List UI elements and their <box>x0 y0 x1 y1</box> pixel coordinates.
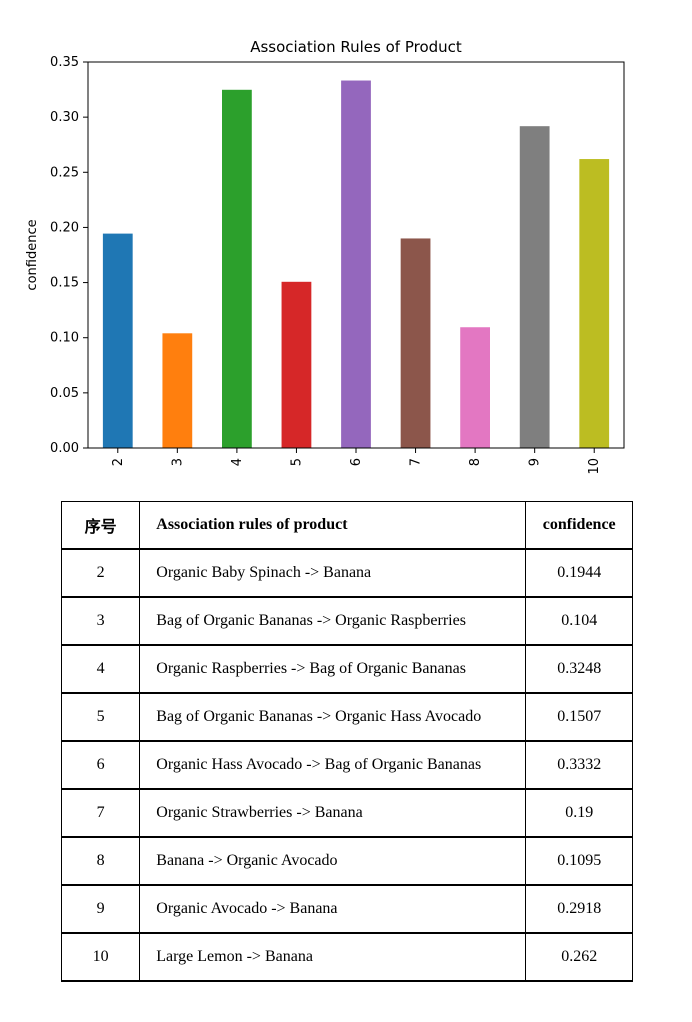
row-index: 10 <box>60 932 141 982</box>
x-tick-label: 7 <box>409 458 424 466</box>
y-tick-label: 0.25 <box>50 165 79 180</box>
x-tick-label: 4 <box>230 458 245 466</box>
table-body: 2 Organic Baby Spinach -> Banana 0.1944 3 Ba… <box>60 548 633 982</box>
y-tick-label: 0.30 <box>50 110 79 125</box>
row-rule: Organic Strawberries -> Banana <box>139 788 527 838</box>
table-row: 8 Banana -> Organic Avocado 0.1095 <box>60 836 633 886</box>
y-tick-label: 0.20 <box>50 220 79 235</box>
row-index: 5 <box>60 692 141 742</box>
x-tick-label: 9 <box>528 458 543 466</box>
row-confidence: 0.3248 <box>525 644 633 694</box>
bars <box>102 80 610 449</box>
row-confidence: 0.3332 <box>525 740 633 790</box>
bar-7 <box>400 238 431 448</box>
row-index: 7 <box>60 788 141 838</box>
table-row: 5 Bag of Organic Bananas -> Organic Hass … <box>60 692 633 742</box>
table-header-row: 序号 Association rules of product confiden… <box>60 501 633 550</box>
table-row: 3 Bag of Organic Bananas -> Organic Raspb… <box>60 596 633 646</box>
chart-title: Association Rules of Product <box>250 38 462 56</box>
table-row: 10 Large Lemon -> Banana 0.262 <box>60 932 633 982</box>
y-tick-label: 0.00 <box>50 441 79 456</box>
row-rule: Bag of Organic Bananas -> Organic Hass A… <box>139 692 527 742</box>
row-confidence: 0.2918 <box>525 884 633 934</box>
row-confidence: 0.104 <box>525 596 633 646</box>
x-tick-label: 2 <box>111 458 126 466</box>
table-row: 4 Organic Raspberries -> Bag of Organic B… <box>60 644 633 694</box>
x-tick-label: 10 <box>587 458 602 475</box>
x-tick-label: 8 <box>468 458 483 466</box>
header-confidence: confidence <box>525 501 633 550</box>
x-axis-ticks: 2 3 4 5 6 7 8 9 10 <box>111 448 602 475</box>
bar-5 <box>281 281 312 448</box>
row-index: 6 <box>60 740 141 790</box>
bar-2 <box>102 233 133 448</box>
bar-9 <box>519 126 550 449</box>
bar-chart: Association Rules of Product confidence … <box>25 38 625 475</box>
row-index: 9 <box>60 884 141 934</box>
row-confidence: 0.19 <box>525 788 633 838</box>
row-rule: Organic Baby Spinach -> Banana <box>139 548 527 598</box>
y-axis-ticks: 0.00 0.05 0.10 0.15 0.20 0.25 0.30 0.35 <box>50 55 88 456</box>
row-rule: Organic Raspberries -> Bag of Organic Ba… <box>139 644 527 694</box>
table-row: 7 Organic Strawberries -> Banana 0.19 <box>60 788 633 838</box>
header-rule: Association rules of product <box>139 501 527 550</box>
bar-10 <box>579 159 610 448</box>
header-index: 序号 <box>60 501 141 550</box>
row-confidence: 0.1507 <box>525 692 633 742</box>
y-axis-label: confidence <box>25 219 40 290</box>
x-tick-label: 3 <box>170 458 185 466</box>
bar-6 <box>341 80 371 448</box>
row-index: 4 <box>60 644 141 694</box>
row-rule: Large Lemon -> Banana <box>139 932 527 982</box>
table-row: 2 Organic Baby Spinach -> Banana 0.1944 <box>60 548 633 598</box>
row-rule: Bag of Organic Bananas -> Organic Raspbe… <box>139 596 527 646</box>
row-confidence: 0.1944 <box>525 548 633 598</box>
row-index: 8 <box>60 836 141 886</box>
x-tick-label: 5 <box>289 458 304 466</box>
rules-table: 序号 Association rules of product confiden… <box>60 501 633 982</box>
row-rule: Organic Avocado -> Banana <box>139 884 527 934</box>
row-index: 2 <box>60 548 141 598</box>
bar-4 <box>222 89 252 449</box>
row-rule: Organic Hass Avocado -> Bag of Organic B… <box>139 740 527 790</box>
plot-frame <box>87 61 625 449</box>
row-confidence: 0.262 <box>525 932 633 982</box>
row-confidence: 0.1095 <box>525 836 633 886</box>
y-tick-label: 0.15 <box>50 276 79 291</box>
row-index: 3 <box>60 596 141 646</box>
table-row: 6 Organic Hass Avocado -> Bag of Organic … <box>60 740 633 790</box>
x-tick-label: 6 <box>349 458 364 466</box>
y-tick-label: 0.10 <box>50 331 79 346</box>
y-tick-label: 0.05 <box>50 386 79 401</box>
table-row: 9 Organic Avocado -> Banana 0.2918 <box>60 884 633 934</box>
y-tick-label: 0.35 <box>50 55 79 70</box>
bar-8 <box>460 327 490 448</box>
bar-3 <box>162 333 193 448</box>
row-rule: Banana -> Organic Avocado <box>139 836 527 886</box>
